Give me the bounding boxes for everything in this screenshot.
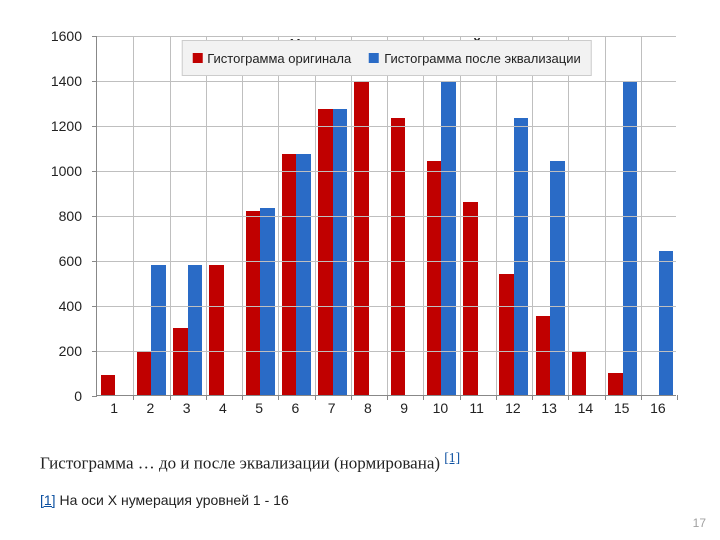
tick-mark-y xyxy=(92,216,97,217)
grid-line-vertical xyxy=(315,36,316,395)
tick-mark-y xyxy=(92,126,97,127)
y-axis: 02004006008001000120014001600 xyxy=(30,36,90,396)
bar xyxy=(318,109,333,395)
grid-line-vertical xyxy=(605,36,606,395)
bar xyxy=(499,274,514,396)
x-tick-label: 5 xyxy=(255,400,263,416)
bar xyxy=(101,375,116,395)
x-tick-label: 11 xyxy=(469,400,484,416)
bar xyxy=(282,154,297,395)
grid-line-vertical xyxy=(278,36,279,395)
tick-mark-y xyxy=(92,306,97,307)
grid-line-vertical xyxy=(206,36,207,395)
footnote: [1] На оси X нумерация уровней 1 - 16 xyxy=(40,492,690,508)
grid-line-vertical xyxy=(242,36,243,395)
x-tick-label: 1 xyxy=(110,400,118,416)
caption: Гистограмма … до и после эквализации (но… xyxy=(40,450,690,474)
bar xyxy=(514,118,529,395)
y-tick-label: 400 xyxy=(59,298,82,314)
bar xyxy=(296,154,311,395)
tick-mark-y xyxy=(92,396,97,397)
bar xyxy=(246,211,261,396)
page-number: 17 xyxy=(693,516,706,530)
caption-text: Гистограмма … до и после эквализации (но… xyxy=(40,454,444,473)
grid-line-vertical xyxy=(460,36,461,395)
y-tick-label: 1400 xyxy=(51,73,82,89)
grid-line-vertical xyxy=(532,36,533,395)
bar xyxy=(441,82,456,395)
x-tick-label: 10 xyxy=(433,400,449,416)
x-tick-label: 2 xyxy=(146,400,154,416)
x-tick-label: 4 xyxy=(219,400,227,416)
y-tick-label: 0 xyxy=(74,388,82,404)
tick-mark-y xyxy=(92,261,97,262)
x-tick-label: 15 xyxy=(614,400,630,416)
grid-line-vertical xyxy=(568,36,569,395)
tick-mark-y xyxy=(92,36,97,37)
grid-line-vertical xyxy=(387,36,388,395)
x-tick-label: 14 xyxy=(578,400,594,416)
bar xyxy=(391,118,406,395)
tick-mark-y xyxy=(92,351,97,352)
bar xyxy=(623,82,638,395)
bar xyxy=(463,202,478,396)
x-axis-labels: 12345678910111213141516 xyxy=(96,398,676,418)
y-tick-label: 800 xyxy=(59,208,82,224)
bar xyxy=(427,161,442,395)
bar xyxy=(659,251,674,395)
legend: Гистограмма оригинала Гистограмма после … xyxy=(181,40,592,76)
x-tick-label: 3 xyxy=(183,400,191,416)
plot-area: Гистограмма оригинала Гистограмма после … xyxy=(96,36,676,396)
footnote-text: На оси X нумерация уровней 1 - 16 xyxy=(56,492,289,508)
tick-mark-x xyxy=(677,395,678,400)
y-tick-label: 1600 xyxy=(51,28,82,44)
y-tick-label: 600 xyxy=(59,253,82,269)
bar xyxy=(572,352,587,395)
grid-line-vertical xyxy=(423,36,424,395)
bar xyxy=(188,265,203,396)
grid-line-vertical xyxy=(496,36,497,395)
bar xyxy=(550,161,565,395)
bar xyxy=(354,82,369,395)
x-tick-label: 7 xyxy=(328,400,336,416)
legend-swatch-equalized xyxy=(369,53,379,63)
caption-ref-link[interactable]: [1] xyxy=(444,450,460,465)
x-tick-label: 16 xyxy=(650,400,666,416)
bar xyxy=(260,208,275,395)
grid-line-vertical xyxy=(641,36,642,395)
y-tick-label: 200 xyxy=(59,343,82,359)
footnote-ref-link[interactable]: [1] xyxy=(40,492,56,508)
grid-line-vertical xyxy=(170,36,171,395)
legend-item-original: Гистограмма оригинала xyxy=(192,51,351,66)
bar xyxy=(536,316,551,395)
y-tick-label: 1000 xyxy=(51,163,82,179)
legend-swatch-original xyxy=(192,53,202,63)
bar xyxy=(333,109,348,395)
tick-mark-y xyxy=(92,171,97,172)
grid-line-vertical xyxy=(133,36,134,395)
x-tick-label: 8 xyxy=(364,400,372,416)
legend-item-equalized: Гистограмма после эквализации xyxy=(369,51,581,66)
legend-label-equalized: Гистограмма после эквализации xyxy=(384,51,581,66)
x-tick-label: 12 xyxy=(505,400,521,416)
x-tick-label: 9 xyxy=(400,400,408,416)
y-tick-label: 1200 xyxy=(51,118,82,134)
bar xyxy=(173,328,188,396)
bar xyxy=(209,265,224,396)
grid-line-vertical xyxy=(351,36,352,395)
x-tick-label: 13 xyxy=(541,400,557,416)
tick-mark-y xyxy=(92,81,97,82)
x-tick-label: 6 xyxy=(291,400,299,416)
bar xyxy=(608,373,623,396)
legend-label-original: Гистограмма оригинала xyxy=(207,51,351,66)
bar xyxy=(137,352,152,395)
bar xyxy=(151,265,166,396)
histogram-chart: 02004006008001000120014001600 Гистограмм… xyxy=(30,36,690,426)
